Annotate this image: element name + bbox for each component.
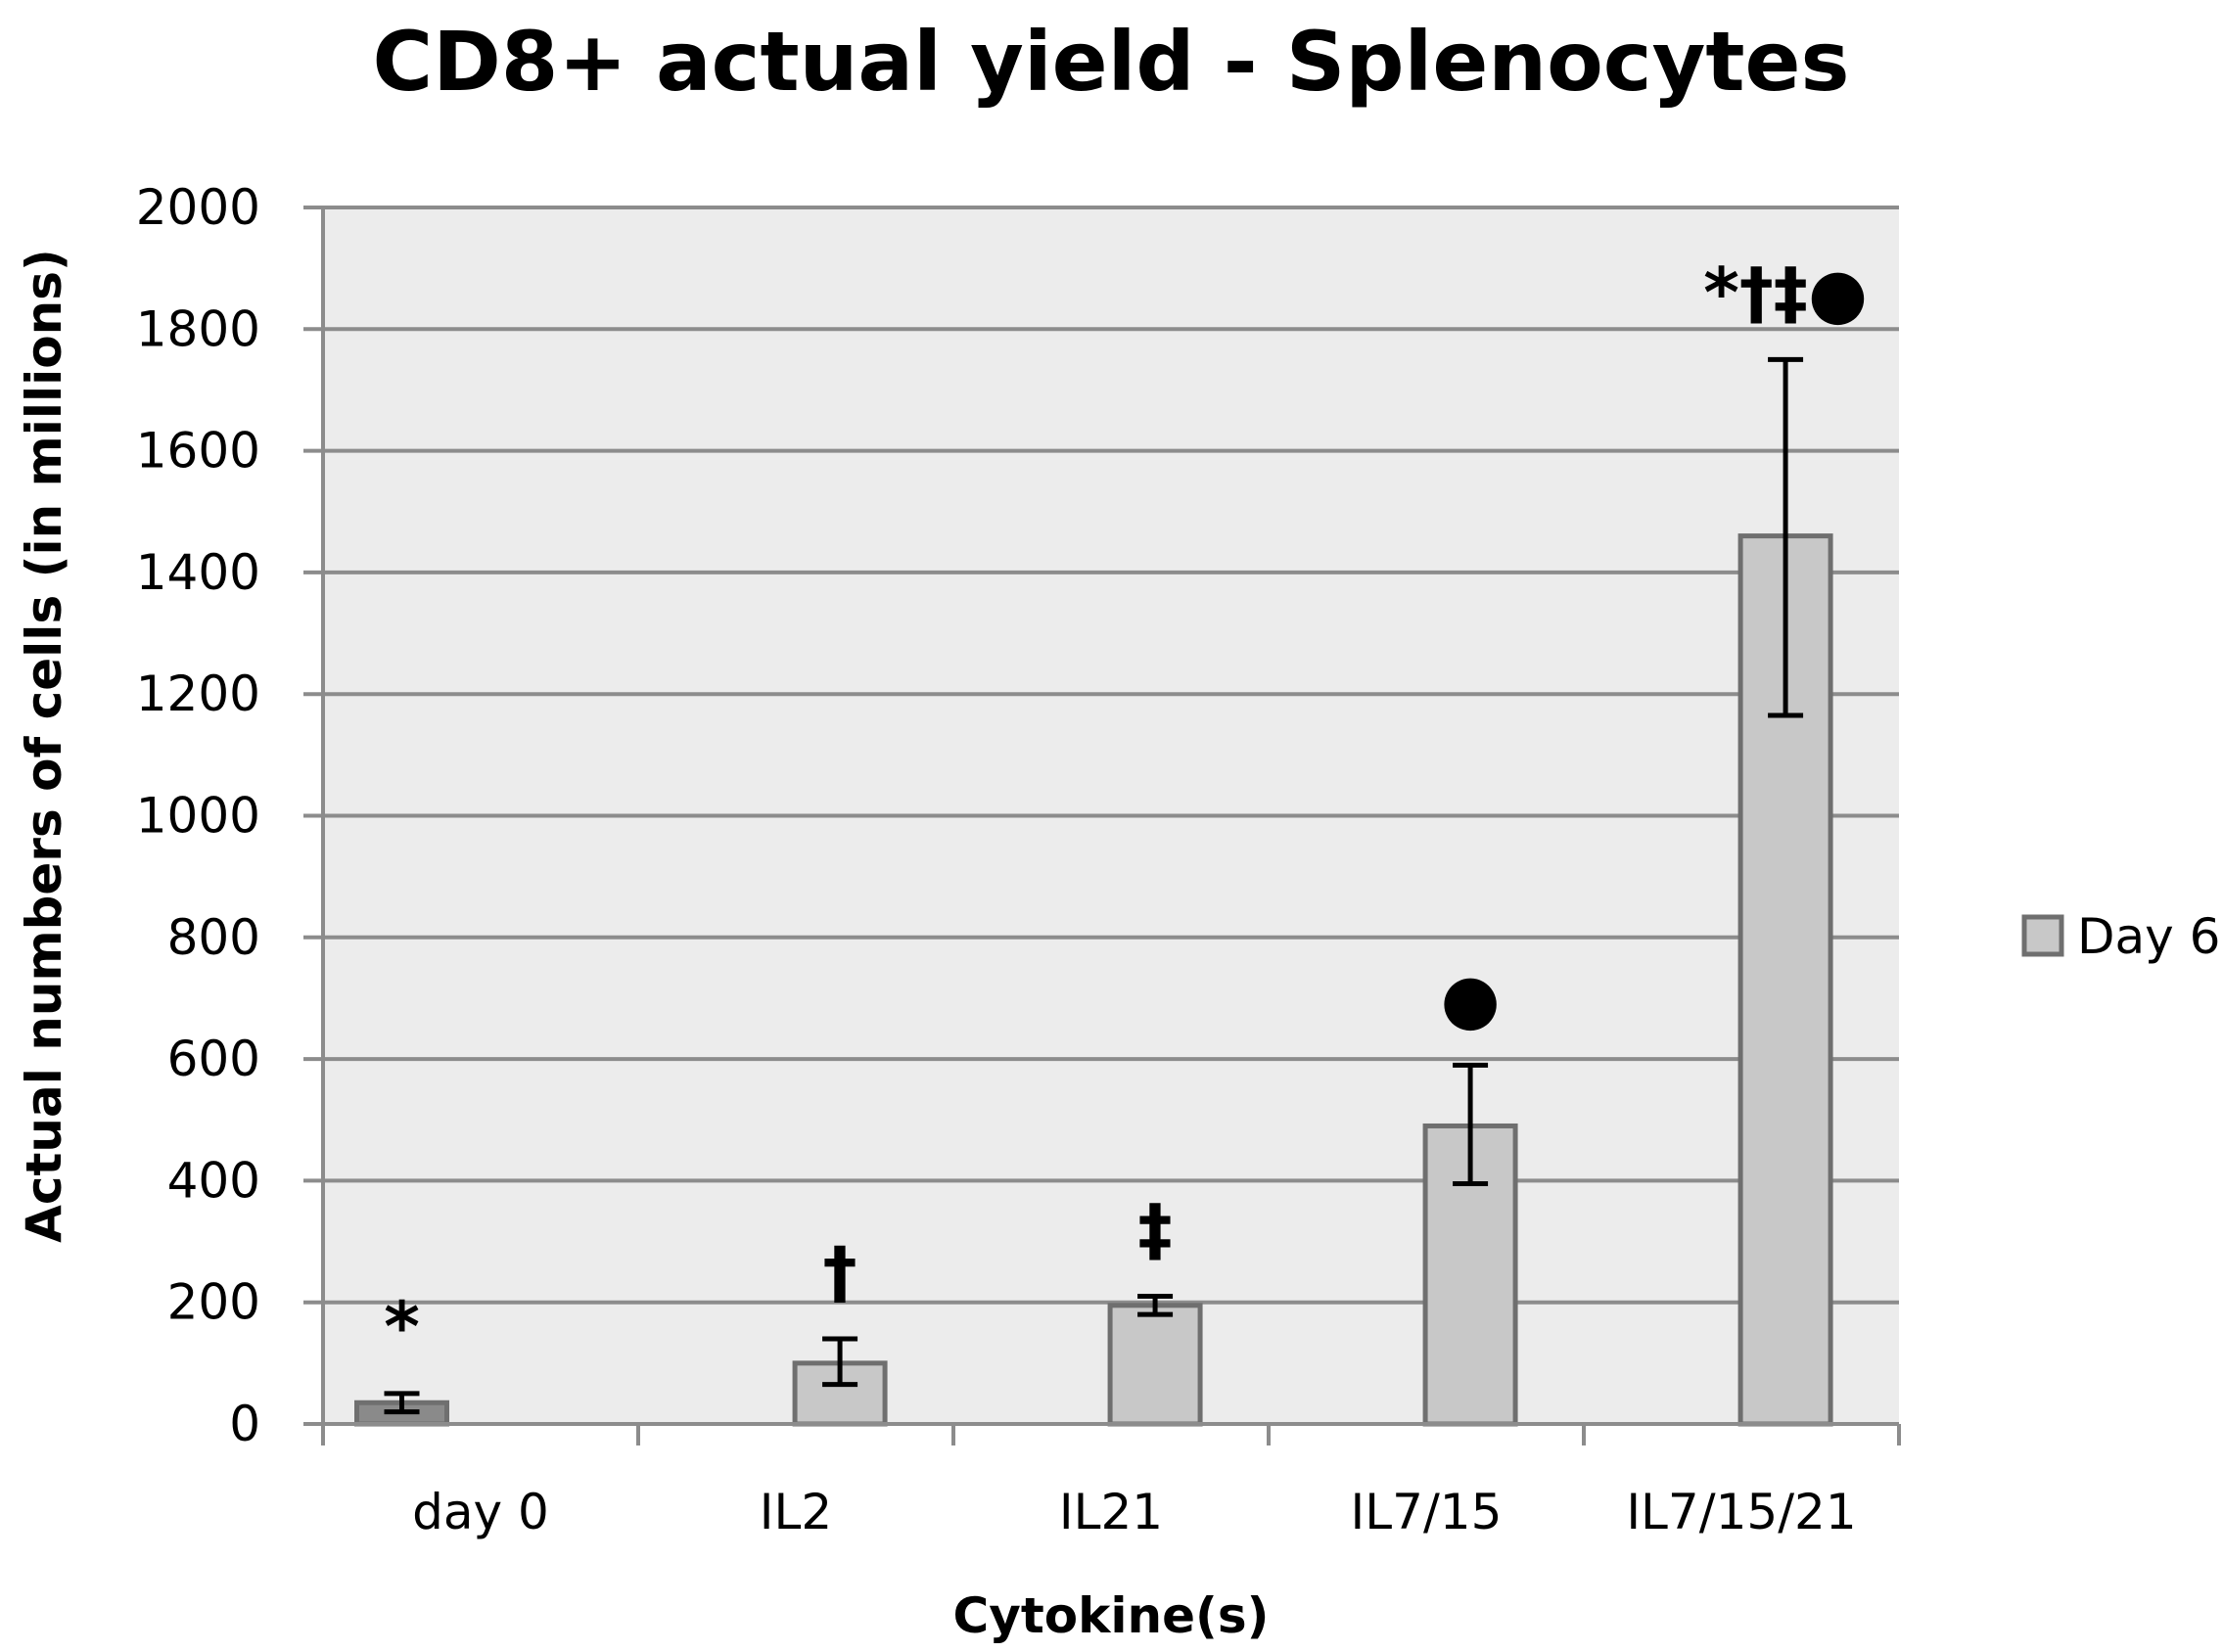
y-tick-label: 200 — [167, 1274, 260, 1331]
x-tick-label: IL2 — [760, 1484, 832, 1540]
y-tick-label: 1200 — [136, 665, 260, 722]
x-axis-tick-labels: day 0 IL2 IL21 IL7/15 IL7/15/21 — [412, 1484, 1857, 1540]
x-tick-label: IL7/15 — [1351, 1484, 1503, 1540]
y-tick-label: 400 — [167, 1152, 260, 1209]
annotation-4: ● — [1441, 958, 1501, 1038]
significance-annotations: *†‡●*†‡● — [384, 252, 1868, 1367]
y-tick-label: 600 — [167, 1031, 260, 1087]
y-tick-label: 0 — [229, 1396, 260, 1452]
y-tick-label: 800 — [167, 909, 260, 966]
annotation-3: ‡ — [1138, 1189, 1173, 1269]
y-axis-title: Actual numbers of cells (in millions) — [16, 249, 72, 1243]
y-tick-label: 1600 — [136, 423, 260, 480]
annotation-1: * — [384, 1287, 420, 1367]
y-axis-tick-labels: 0 200 400 600 800 1000 1200 1400 1600 1800 2000 — [136, 179, 323, 1452]
x-tick-label: IL21 — [1059, 1484, 1163, 1540]
x-axis-title: Cytokine(s) — [953, 1587, 1270, 1644]
y-tick-label: 1400 — [136, 544, 260, 601]
annotation-2: † — [823, 1232, 857, 1312]
bar-3 — [1107, 1303, 1203, 1427]
x-tick-label: IL7/15/21 — [1626, 1484, 1856, 1540]
y-tick-label: 1800 — [136, 300, 260, 357]
axes — [303, 207, 1901, 1446]
annotation-5: *†‡● — [1703, 252, 1868, 333]
legend: Day 6 — [2021, 908, 2220, 965]
error-bars — [384, 356, 1804, 1415]
legend-label-day-6: Day 6 — [2077, 908, 2220, 965]
x-tick-label: day 0 — [412, 1484, 549, 1540]
y-tick-label: 1000 — [136, 788, 260, 845]
gridlines — [323, 206, 1899, 1305]
y-tick-label: 2000 — [136, 179, 260, 236]
chart-title: CD8+ actual yield - Splenocytes — [373, 14, 1850, 110]
legend-swatch-day-6 — [2021, 914, 2064, 957]
